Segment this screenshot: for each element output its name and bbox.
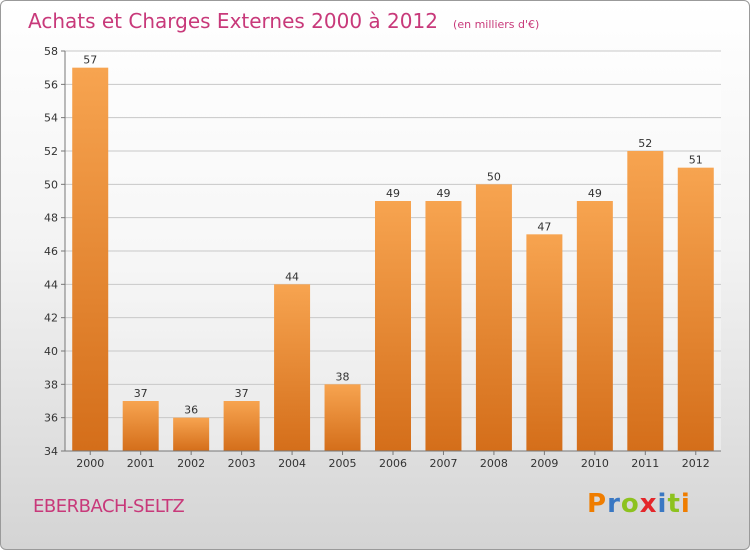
value-label-2008: 50 [487,170,501,183]
y-tick-label: 56 [44,78,58,91]
proxiti-logo: Proxiti [587,489,691,519]
bar-2012 [677,167,714,451]
x-tick-label-2004: 2004 [278,457,306,470]
y-tick-label: 36 [44,412,58,425]
bar-2001 [122,401,159,451]
bar-2006 [375,201,411,451]
value-label-2010: 49 [588,187,602,200]
title-block: Achats et Charges Externes 2000 à 2012 (… [28,9,539,33]
x-tick-label-2007: 2007 [429,457,457,470]
x-tick-label-2012: 2012 [682,457,710,470]
logo-letter: o [620,489,640,519]
y-tick-label: 38 [44,378,58,391]
x-tick-label-2005: 2005 [329,457,357,470]
bar-layer: 57 37 36 37 44 38 49 49 50 47 49 52 51 [72,54,714,452]
value-label-2009: 47 [537,220,551,233]
value-label-2004: 44 [285,270,299,283]
x-tick-label-2008: 2008 [480,457,508,470]
bar-2000 [72,67,109,452]
bar-2010 [576,201,613,451]
x-tick-label-2010: 2010 [581,457,609,470]
bar-2008 [475,184,512,452]
y-tick-label: 50 [44,178,58,191]
axis-layer: 34 36 38 40 42 44 46 48 50 52 54 56 58 2000 2001 2002 20… [44,45,721,470]
x-tick-label-2001: 2001 [127,457,155,470]
y-tick-label: 48 [44,212,58,225]
logo-letter: i [657,489,668,519]
value-label-2003: 37 [235,387,249,400]
bar-2009 [526,234,563,451]
bar-2011 [627,151,664,451]
x-tick-label-2003: 2003 [228,457,256,470]
logo-letter: r [607,489,621,519]
value-label-2000: 57 [83,54,97,67]
x-tick-label-2011: 2011 [631,457,659,470]
value-label-2006: 49 [386,187,400,200]
logo-letter: P [587,489,608,519]
value-label-2001: 37 [134,387,148,400]
value-label-2012: 51 [689,154,703,167]
value-label-2011: 52 [638,137,652,150]
x-tick-label-2002: 2002 [177,457,205,470]
logo-letter: i [680,489,691,519]
y-tick-label: 58 [44,45,58,58]
chart-subtitle: (en milliers d'€) [453,18,540,31]
y-tick-label: 34 [44,445,58,458]
bar-2004 [274,284,311,451]
logo-letter: t [667,489,681,519]
value-label-2002: 36 [184,404,198,417]
bar-2005 [324,384,361,451]
bar-2007 [425,201,462,451]
value-label-2007: 49 [436,187,450,200]
y-tick-label: 54 [44,112,58,125]
x-tick-label-2000: 2000 [76,457,104,470]
bar-2003 [223,401,260,451]
value-label-2005: 38 [336,370,350,383]
y-tick-label: 40 [44,345,58,358]
y-tick-label: 46 [44,245,58,258]
y-tick-label: 44 [44,278,58,291]
chart-title: Achats et Charges Externes 2000 à 2012 [28,9,438,33]
x-tick-label-2006: 2006 [379,457,407,470]
x-tick-label-2009: 2009 [530,457,558,470]
logo-letter: x [639,489,658,519]
y-tick-label: 42 [44,312,58,325]
y-tick-label: 52 [44,145,58,158]
bar-2002 [173,417,210,451]
commune-name: EBERBACH-SELTZ [33,496,185,517]
